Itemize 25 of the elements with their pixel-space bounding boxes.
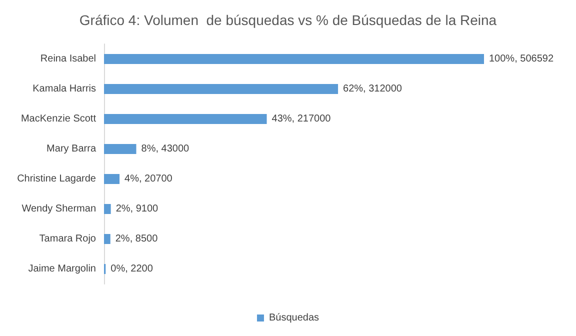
bar: [104, 54, 484, 64]
bar: [104, 84, 338, 94]
data-label: 8%, 43000: [141, 144, 190, 154]
data-label: 43%, 217000: [272, 114, 332, 124]
y-tick-label: Tamara Rojo: [39, 234, 96, 244]
bar: [104, 204, 111, 214]
y-tick-label: Mary Barra: [46, 144, 96, 154]
chart-title: Gráfico 4: Volumen de búsquedas vs % de Búsquedas de la Reina: [79, 12, 497, 28]
data-label: 4%, 20700: [124, 174, 173, 184]
data-label: 2%, 9100: [116, 204, 159, 214]
y-tick-label: Christine Lagarde: [17, 174, 96, 184]
bar: [104, 144, 136, 154]
legend-label: Búsquedas: [268, 312, 320, 324]
y-tick-label: Jaime Margolin: [28, 264, 96, 274]
y-tick-label: Kamala Harris: [32, 84, 96, 94]
bar: [104, 174, 120, 184]
data-label: 100%, 506592: [489, 54, 554, 64]
y-tick-label: Wendy Sherman: [22, 204, 96, 214]
bar: [104, 114, 267, 124]
bar: [104, 234, 110, 244]
data-label: 0%, 2200: [110, 264, 154, 274]
y-tick-label: MacKenzie Scott: [20, 114, 96, 124]
data-label: 62%, 312000: [343, 84, 402, 94]
data-label: 2%, 8500: [115, 234, 158, 244]
y-tick-label: Reina Isabel: [40, 54, 96, 64]
